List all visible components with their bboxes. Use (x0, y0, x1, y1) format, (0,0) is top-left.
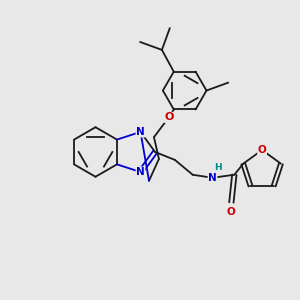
Text: N: N (136, 127, 145, 137)
Text: O: O (164, 112, 173, 122)
Text: N: N (208, 173, 217, 183)
Text: N: N (136, 167, 145, 177)
Text: H: H (214, 163, 221, 172)
Text: O: O (227, 207, 236, 218)
Text: O: O (258, 145, 266, 155)
